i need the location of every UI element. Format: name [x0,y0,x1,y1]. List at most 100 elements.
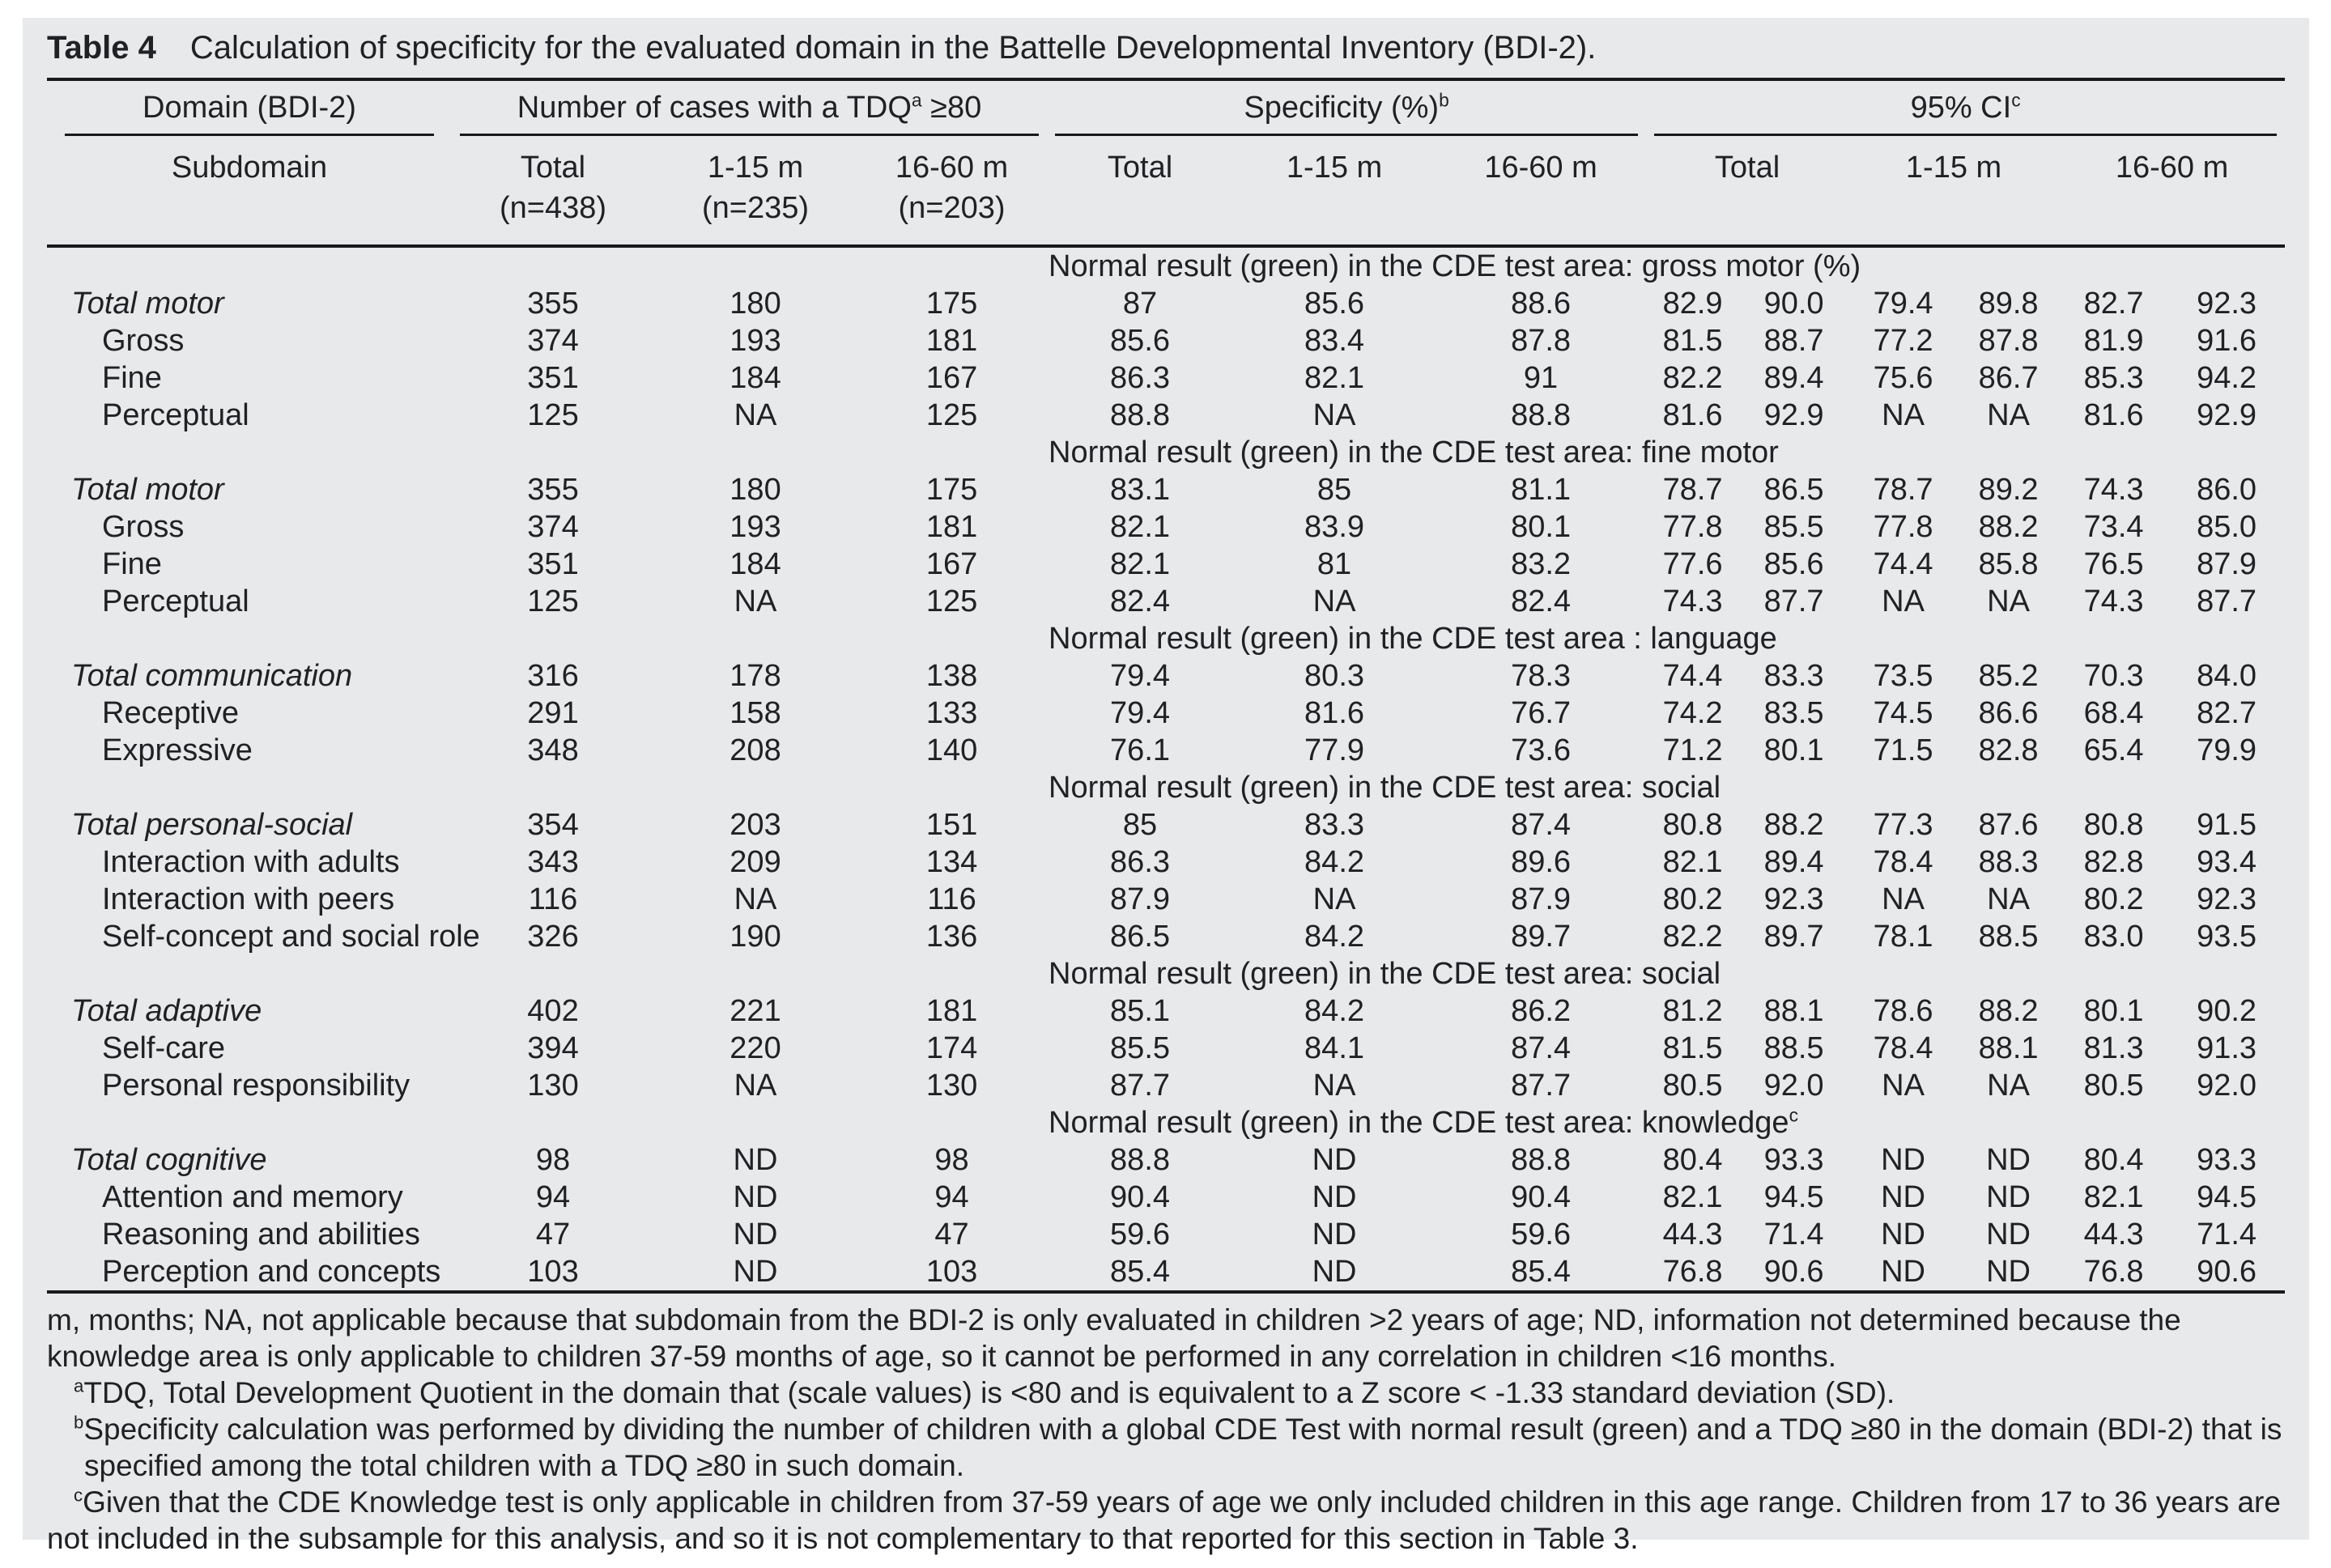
value-cell: 125 [925,398,978,432]
value-cell: 88.6 [1511,287,1572,321]
value-cell: 82.7 [2197,696,2257,730]
value-cell: ND [1986,1180,2031,1214]
value-cell: 92.3 [2197,287,2257,321]
value-cell: 85.1 [1110,994,1171,1028]
value-cell: NA [734,882,777,916]
table-row: Total personal-social 354 203 151 85 83.3 87.4… [47,806,2285,843]
table-row: Fine 351 184 167 86.3 82.1 91 82.2 89.4 75.6 86.7 8… [47,359,2285,397]
value-cell: NA [1987,398,2030,432]
value-cell: 71.4 [2197,1217,2257,1251]
value-cell: NA [734,1069,777,1103]
subdomain-cell: Total personal-social [71,808,353,842]
value-cell: ND [1881,1255,1925,1289]
cases-total-header: Total (n=438) [452,136,654,248]
value-cell: 87.7 [2197,584,2257,618]
value-cell: 402 [527,994,579,1028]
value-cell: NA [1882,398,1925,432]
footnote-a: aTDQ, Total Development Quotient in the … [47,1375,2285,1411]
table-row: Perceptual 125 NA 125 88.8 NA 88.8 81.6 92.9 NA NA… [47,397,2285,434]
value-cell: 90.4 [1110,1180,1171,1214]
header-group-row: Domain (BDI-2) Number of cases with a TD… [47,81,2285,136]
value-cell: 158 [730,696,781,730]
value-cell: 85 [1122,808,1158,842]
cases-16-60-label: 16-60 m [895,151,1009,185]
ci-16-60-header: 16-60 m [2059,136,2286,248]
spec-16-60-header: 16-60 m [1436,136,1647,248]
section-label: Normal result (green) in the CDE test ar… [1049,249,1861,283]
value-cell: 87.8 [1511,324,1572,358]
value-cell: 81.5 [1662,1031,1723,1065]
table-row: Perceptual 125 NA 125 82.4 NA 82.4 74.3 87.7 NA NA… [47,583,2285,620]
value-cell: 82.4 [1110,584,1171,618]
value-cell: 74.4 [1662,659,1723,693]
value-cell: ND [733,1143,778,1177]
value-cell: 94 [535,1180,571,1214]
cases-total-n: (n=438) [499,191,607,225]
value-cell: NA [1987,584,2030,618]
value-cell: 82.9 [1662,287,1723,321]
table-body: Normal result (green) in the CDE test ar… [47,246,2285,1290]
value-cell: 89.4 [1763,361,1824,395]
value-cell: 81.3 [2083,1031,2144,1065]
value-cell: 86.6 [1978,696,2039,730]
value-cell: 90.6 [1763,1255,1824,1289]
table-title-text: Calculation of specificity for the evalu… [189,29,1597,66]
value-cell: 59.6 [1511,1217,1572,1251]
specificity-group-sup: b [1439,89,1449,111]
value-cell: 130 [925,1069,978,1103]
value-cell: 87.8 [1978,324,2039,358]
value-cell: 221 [730,994,781,1028]
value-cell: 134 [925,845,978,879]
value-cell: 89.4 [1763,845,1824,879]
subdomain-header: Subdomain [47,136,452,248]
value-cell: 79.4 [1110,659,1171,693]
value-cell: 80.1 [1511,510,1572,544]
value-cell: 208 [730,733,781,767]
value-cell: 138 [925,659,978,693]
value-cell: 85.3 [2083,361,2144,395]
value-cell: ND [1986,1217,2031,1251]
value-cell: 71.2 [1662,733,1723,767]
subdomain-cell: Total adaptive [71,994,262,1028]
value-cell: NA [1987,1069,2030,1103]
value-cell: ND [1881,1180,1925,1214]
cases-group-text: Number of cases with a TDQ [517,91,912,125]
value-cell: 74.3 [2083,584,2144,618]
value-cell: 76.7 [1511,696,1572,730]
value-cell: 70.3 [2083,659,2144,693]
value-cell: 180 [730,287,781,321]
subdomain-cell: Fine [102,361,162,395]
value-cell: 47 [535,1217,571,1251]
value-cell: 394 [527,1031,579,1065]
value-cell: 82.1 [2083,1180,2144,1214]
value-cell: 75.6 [1873,361,1933,395]
value-cell: 93.3 [2197,1143,2257,1177]
value-cell: 82.1 [1110,510,1171,544]
table-row: Gross 374 193 181 82.1 83.9 80.1 77.8 85.5 77.8 88… [47,508,2285,546]
cases-total-label: Total [520,151,586,185]
value-cell: 181 [925,994,978,1028]
value-cell: 71.5 [1873,733,1933,767]
value-cell: ND [733,1255,778,1289]
value-cell: 79.4 [1110,696,1171,730]
value-cell: 85.6 [1110,324,1171,358]
footnote-a-marker: a [74,1375,84,1396]
footnote-b-text: Specificity calculation was performed by… [83,1413,2282,1482]
section-label: Normal result (green) in the CDE test ar… [1049,771,1721,805]
value-cell: 348 [527,733,579,767]
table-row: Total cognitive 98 ND 98 88.8 ND 88.8 80.4 93.3 N… [47,1141,2285,1179]
value-cell: 92.9 [2197,398,2257,432]
value-cell: 82.1 [1662,1180,1723,1214]
value-cell: 88.8 [1110,1143,1171,1177]
table-row: Total motor 355 180 175 83.1 85 81.1 78.7 86.5 78… [47,471,2285,508]
value-cell: 84.2 [1304,920,1365,954]
value-cell: 91 [1523,361,1559,395]
section-label: Normal result (green) in the CDE test ar… [1049,957,1721,991]
value-cell: 82.2 [1662,361,1723,395]
value-cell: 87.9 [1511,882,1572,916]
value-cell: 125 [925,584,978,618]
value-cell: 84.2 [1304,845,1365,879]
value-cell: 90.6 [2197,1255,2257,1289]
cases-group-header: Number of cases with a TDQa ≥80 [452,81,1047,136]
value-cell: 167 [925,547,978,581]
